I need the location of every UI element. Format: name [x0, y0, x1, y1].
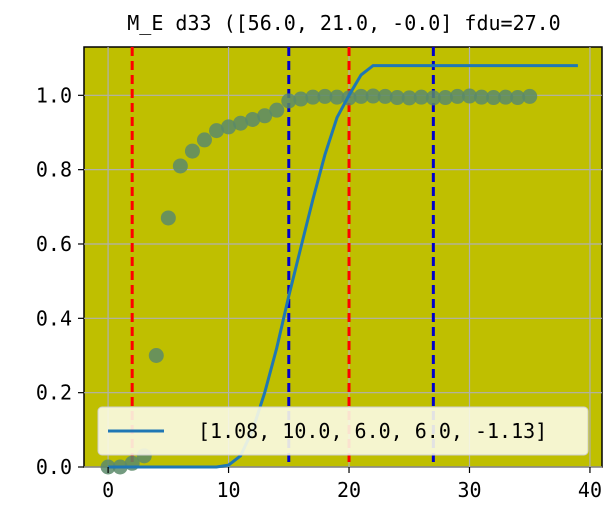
data-point: [425, 90, 441, 106]
data-point: [221, 119, 237, 135]
data-point: [522, 88, 538, 104]
data-point: [365, 88, 381, 104]
data-point: [269, 102, 285, 118]
data-point: [293, 91, 309, 107]
data-point: [160, 210, 176, 226]
x-tick-label: 20: [337, 478, 361, 502]
data-point: [377, 88, 393, 104]
plot-area: [83, 46, 603, 468]
x-tick-label: 30: [457, 478, 481, 502]
data-point: [245, 111, 261, 127]
data-point: [148, 347, 164, 363]
y-tick-label: 0.4: [36, 306, 72, 330]
data-point: [486, 90, 502, 106]
y-ticks: 0.0 0.2 0.4 0.6 0.8 1.0: [36, 83, 84, 479]
scatter-points: [100, 88, 538, 475]
y-tick-label: 0.8: [36, 158, 72, 182]
data-point: [233, 115, 249, 131]
data-point: [510, 90, 526, 106]
data-point: [461, 88, 477, 104]
y-tick-label: 0.6: [36, 232, 72, 256]
data-point: [305, 89, 321, 105]
data-point: [474, 89, 490, 105]
data-point: [172, 158, 188, 174]
data-point: [281, 93, 297, 109]
data-point: [209, 123, 225, 139]
y-tick-label: 1.0: [36, 83, 72, 107]
data-point: [437, 90, 453, 106]
data-point: [353, 88, 369, 104]
data-point: [413, 89, 429, 105]
data-point: [317, 88, 333, 104]
series-line: [108, 64, 578, 469]
data-point: [389, 90, 405, 106]
legend-box: [97, 406, 589, 456]
data-point: [257, 108, 273, 124]
data-point: [449, 88, 465, 104]
legend: [1.08, 10.0, 6.0, 6.0, -1.13]: [97, 406, 589, 456]
x-ticks: 0 10 20 30 40: [102, 467, 602, 502]
x-tick-label: 40: [578, 478, 602, 502]
y-tick-label: 0.0: [36, 455, 72, 479]
y-tick-label: 0.2: [36, 381, 72, 405]
legend-label: [1.08, 10.0, 6.0, 6.0, -1.13]: [198, 419, 547, 443]
chart-title: M_E d33 ([56.0, 21.0, -0.0] fdu=27.0: [127, 11, 560, 35]
x-tick-label: 10: [217, 478, 241, 502]
data-point: [184, 143, 200, 159]
data-point: [498, 89, 514, 105]
x-tick-label: 0: [102, 478, 114, 502]
series-lines: [108, 64, 578, 469]
data-point: [401, 90, 417, 106]
data-point: [329, 89, 345, 105]
data-point: [196, 132, 212, 148]
vertical-lines: [130, 47, 435, 467]
